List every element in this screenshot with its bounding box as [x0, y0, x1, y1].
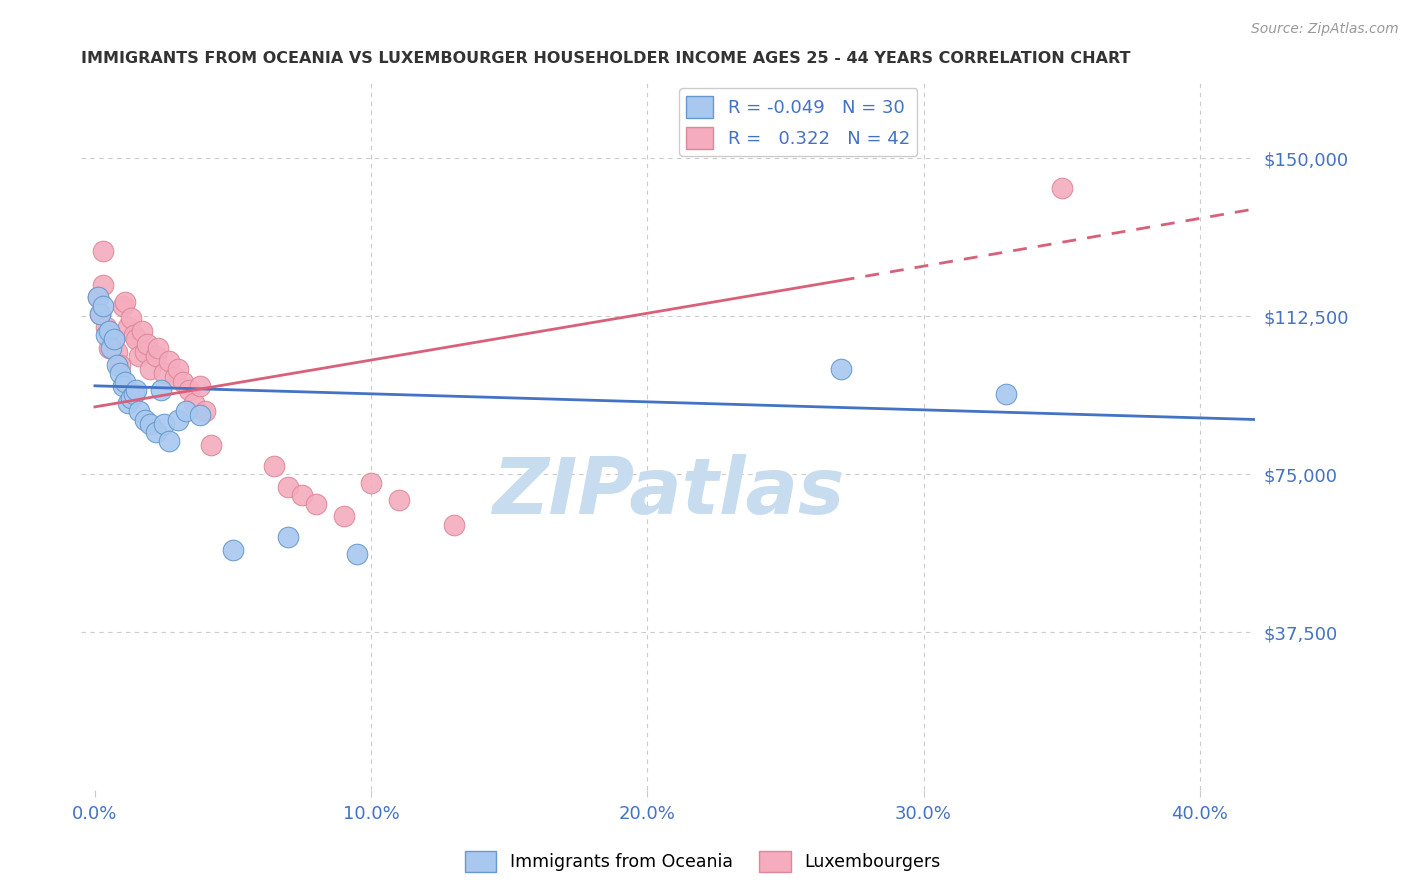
- Point: [91, 244, 114, 258]
- Point: [188, 409, 211, 423]
- Point: [114, 375, 136, 389]
- Point: [131, 324, 153, 338]
- Point: [120, 392, 142, 406]
- Point: [145, 349, 167, 363]
- Point: [117, 319, 139, 334]
- Point: [94, 328, 117, 343]
- Point: [134, 412, 156, 426]
- Point: [443, 517, 465, 532]
- Point: [114, 294, 136, 309]
- Point: [177, 383, 200, 397]
- Point: [86, 290, 108, 304]
- Point: [89, 307, 111, 321]
- Point: [89, 307, 111, 321]
- Point: [97, 341, 120, 355]
- Point: [139, 362, 162, 376]
- Point: [117, 395, 139, 409]
- Point: [125, 383, 148, 397]
- Point: [150, 383, 173, 397]
- Point: [346, 547, 368, 561]
- Point: [166, 412, 188, 426]
- Point: [388, 492, 411, 507]
- Point: [120, 311, 142, 326]
- Point: [134, 345, 156, 359]
- Point: [153, 417, 176, 431]
- Point: [159, 434, 181, 448]
- Point: [166, 362, 188, 376]
- Legend: Immigrants from Oceania, Luxembourgers: Immigrants from Oceania, Luxembourgers: [458, 844, 948, 879]
- Text: IMMIGRANTS FROM OCEANIA VS LUXEMBOURGER HOUSEHOLDER INCOME AGES 25 - 44 YEARS CO: IMMIGRANTS FROM OCEANIA VS LUXEMBOURGER …: [82, 51, 1130, 66]
- Point: [222, 543, 245, 558]
- Point: [103, 333, 125, 347]
- Point: [122, 328, 145, 343]
- Point: [200, 438, 222, 452]
- Point: [125, 333, 148, 347]
- Point: [91, 277, 114, 292]
- Point: [100, 341, 122, 355]
- Point: [145, 425, 167, 439]
- Point: [159, 353, 181, 368]
- Point: [172, 375, 194, 389]
- Point: [122, 387, 145, 401]
- Point: [305, 497, 328, 511]
- Point: [128, 404, 150, 418]
- Point: [136, 336, 159, 351]
- Point: [105, 345, 128, 359]
- Point: [360, 475, 382, 490]
- Point: [332, 509, 354, 524]
- Point: [86, 290, 108, 304]
- Point: [277, 480, 299, 494]
- Point: [174, 404, 197, 418]
- Point: [194, 404, 217, 418]
- Point: [100, 328, 122, 343]
- Point: [105, 358, 128, 372]
- Point: [183, 395, 205, 409]
- Text: ZIPatlas: ZIPatlas: [492, 454, 844, 530]
- Point: [108, 358, 131, 372]
- Text: Source: ZipAtlas.com: Source: ZipAtlas.com: [1251, 22, 1399, 37]
- Point: [188, 379, 211, 393]
- Point: [128, 349, 150, 363]
- Point: [830, 362, 852, 376]
- Point: [277, 531, 299, 545]
- Legend: R = -0.049   N = 30, R =   0.322   N = 42: R = -0.049 N = 30, R = 0.322 N = 42: [679, 88, 917, 156]
- Point: [91, 299, 114, 313]
- Point: [153, 366, 176, 380]
- Point: [995, 387, 1018, 401]
- Point: [94, 319, 117, 334]
- Point: [97, 324, 120, 338]
- Point: [103, 333, 125, 347]
- Point: [163, 370, 186, 384]
- Point: [263, 458, 285, 473]
- Point: [111, 379, 134, 393]
- Point: [108, 366, 131, 380]
- Point: [1050, 181, 1073, 195]
- Point: [291, 488, 314, 502]
- Point: [139, 417, 162, 431]
- Point: [148, 341, 170, 355]
- Point: [111, 299, 134, 313]
